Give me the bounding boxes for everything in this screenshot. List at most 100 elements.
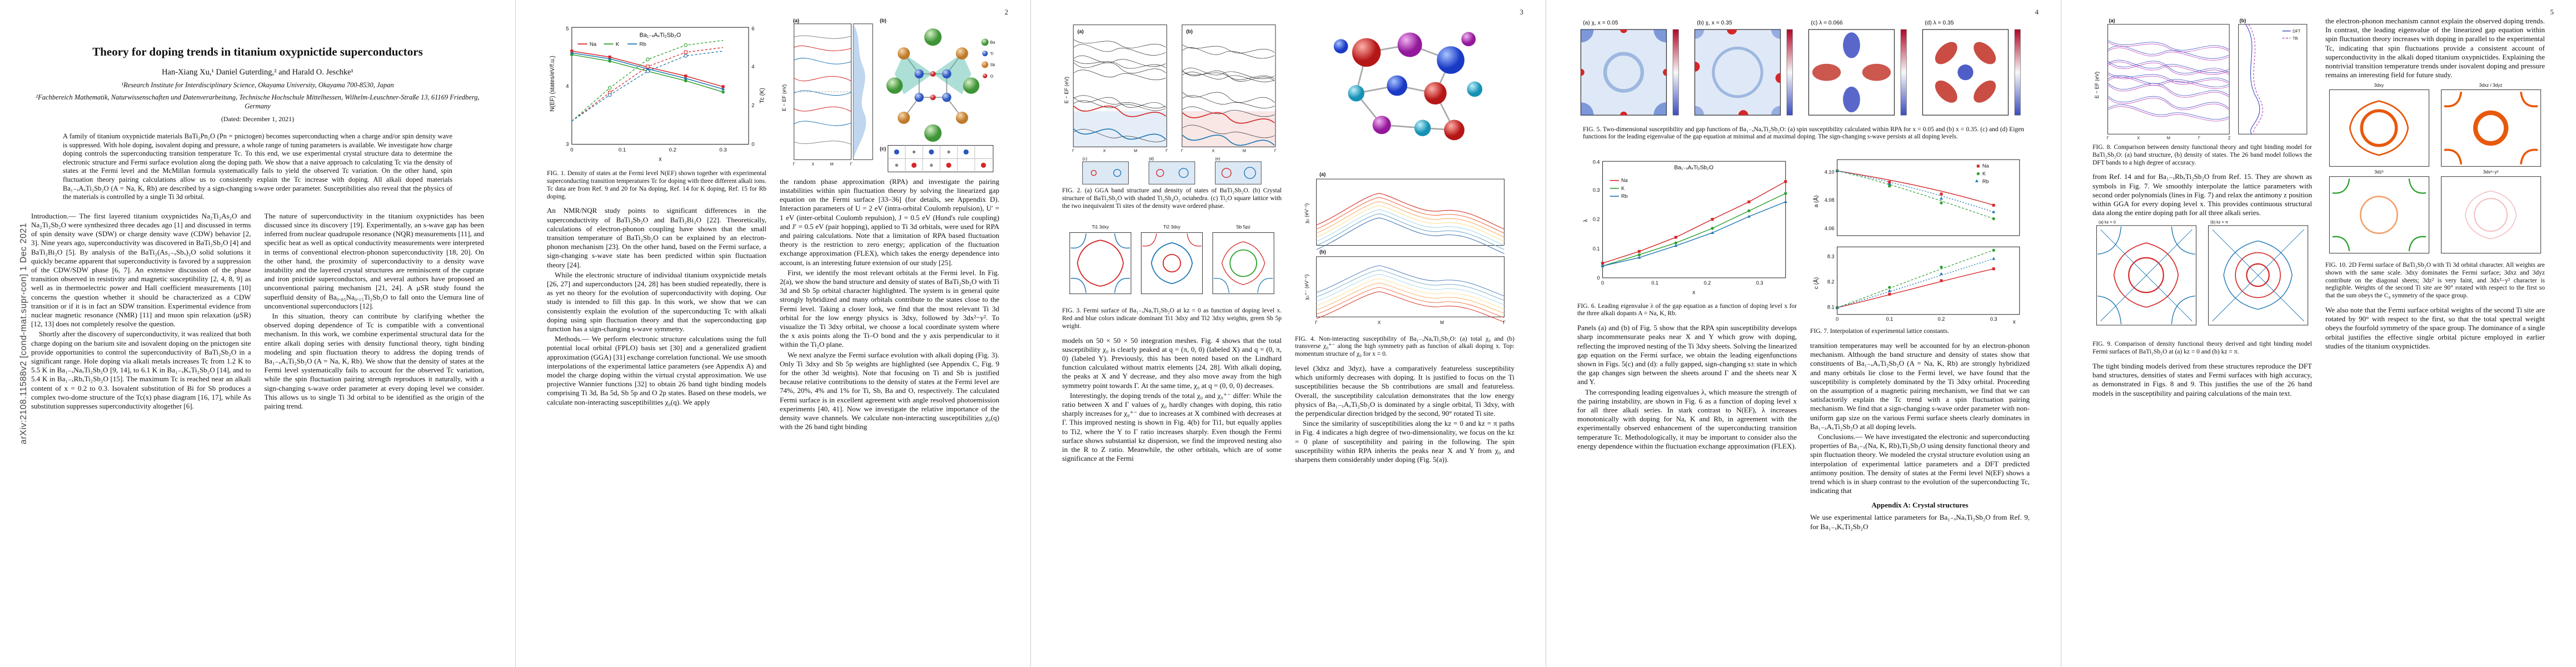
- panel-label: (b): [1319, 249, 1326, 255]
- tick-label: X: [1103, 148, 1106, 153]
- tick-label: 0.2: [1704, 280, 1711, 286]
- fig3-panel-2: [1140, 232, 1203, 294]
- figure-10: 3dxy 3dxz / 3dyz: [2325, 81, 2545, 260]
- tick-label: M: [1243, 148, 1246, 153]
- tick-label: 0: [1597, 275, 1600, 281]
- fig1-caption: FIG. 1. Density of states at the Fermi l…: [547, 170, 766, 200]
- body-paragraph: transition temperatures may well be acco…: [1810, 341, 2030, 431]
- body-paragraph: First, we identify the most relevant orb…: [780, 268, 999, 349]
- fig3-header: Ti1 3dxy: [1092, 225, 1109, 230]
- panel-label: (c): [1083, 156, 1088, 161]
- fig4-panel-b-curves: [1316, 265, 1505, 322]
- fig1-ylabel: N(EF) (states/eV/f.u.): [549, 56, 556, 112]
- fig10-panel-b: [2444, 92, 2538, 165]
- page-5-content: (a): [2061, 0, 2576, 667]
- page-2-col-left: Ba₁₋ₓAₓTi₂Sb₂O 3 4 5 0 2 4 6 0: [547, 17, 766, 432]
- tick-label: 0: [1601, 280, 1604, 286]
- fig2-bandstructure-panels: (a) Γ: [1064, 24, 1277, 185]
- fig7-xlabel: x: [2013, 319, 2016, 325]
- tick-label: 0.1: [1886, 316, 1893, 322]
- panel-label: (a) kz = 0: [2099, 220, 2116, 225]
- fig5-caption: FIG. 5. Two-dimensional susceptibility a…: [1583, 126, 2024, 141]
- tick-label: Γ: [1165, 148, 1168, 153]
- fig10-panel-a: [2349, 100, 2409, 156]
- body-paragraph: We use experimental lattice parameters f…: [1810, 513, 2030, 531]
- tick-label: X: [1378, 320, 1381, 325]
- tick-label: 3: [566, 142, 569, 148]
- panel-label: (b): [2240, 18, 2246, 23]
- figure-7: 4.06 4.08 4.10 a (Å) Na: [1810, 151, 2030, 326]
- figure-3: Ti1 3dxy Ti2 3dxy Sb 5pz: [1062, 216, 1282, 306]
- body-paragraph: While the electronic structure of indivi…: [547, 270, 766, 334]
- page-1-col-right: The nature of superconductivity in the t…: [265, 212, 485, 412]
- fig4-momentum-structure: [1333, 32, 1483, 141]
- tick-label: Γ: [850, 161, 853, 166]
- legend-label: K: [616, 41, 620, 47]
- tick-label: 0.3: [1756, 280, 1763, 286]
- tick-label: 8.1: [1827, 305, 1835, 310]
- tick-label: 4: [751, 64, 755, 70]
- fig1-tc-markers: [607, 43, 688, 97]
- body-paragraph: the electron-phonon mechanism cannot exp…: [2325, 17, 2545, 79]
- body-paragraph: Methods.— We perform electronic structur…: [547, 335, 766, 406]
- fig5-panel-d: (d) λ = 0.35: [1922, 20, 2021, 116]
- fig4-caption: FIG. 4. Non-interacting susceptibility o…: [1295, 335, 1514, 358]
- fig6-xlabel: x: [1692, 290, 1695, 296]
- tick-label: M: [2167, 135, 2170, 140]
- legend-label: O: [990, 73, 993, 78]
- panel-label: (a): [1319, 172, 1326, 177]
- tick-label: 2: [751, 102, 754, 108]
- figure-2-artwork: (a): [780, 17, 999, 175]
- body-paragraph: The tight binding models derived from th…: [2092, 361, 2312, 397]
- body-paragraph: We next analyze the Fermi surface evolut…: [780, 350, 999, 431]
- fig3-panel-3: [1212, 232, 1274, 294]
- fig3-panel-1: [1069, 232, 1132, 294]
- body-paragraph: Introduction.— The first layered titaniu…: [31, 211, 251, 328]
- fig10-panel-c: [2332, 178, 2426, 252]
- body-paragraph: The nature of superconductivity in the t…: [264, 211, 485, 310]
- legend-label: Rb: [1982, 179, 1989, 185]
- body-paragraph: models on 50 × 50 × 50 integration meshe…: [1062, 336, 1282, 390]
- fig6-ylabel: λ: [1583, 220, 1589, 222]
- page-1: arXiv:2108.11588v2 [cond-mat.supr-con] 1…: [0, 0, 515, 667]
- page-1-col-left: Introduction.— The first layered titaniu…: [31, 212, 251, 412]
- tick-label: 4.08: [1825, 197, 1835, 203]
- fig2-caption: FIG. 2. (a) GGA band structure and densi…: [1062, 187, 1282, 210]
- fig5-panel-a: (a) χ, x = 0.05: [1580, 20, 1679, 116]
- appendix-a-heading: Appendix A: Crystal structures: [1871, 501, 1969, 510]
- figure-8: (a): [2092, 17, 2312, 142]
- page-2-col-right: (a): [780, 17, 999, 432]
- legend-label: Na: [590, 41, 597, 47]
- paper-authors: Han-Xiang Xu,¹ Daniel Guterding,² and Ha…: [162, 68, 353, 77]
- tick-label: 8.2: [1827, 279, 1835, 285]
- tick-label: Γ: [1072, 148, 1074, 153]
- fig5b-pattern: [1695, 29, 1781, 116]
- page-number: 5: [2550, 8, 2554, 16]
- tick-label: Γ: [1503, 320, 1506, 325]
- page-5: 5 (a): [2061, 0, 2576, 667]
- page-5-col-left: (a): [2092, 17, 2312, 399]
- legend-label: TB: [2293, 36, 2298, 41]
- fig6-title: Ba₁₋ₓAₓTi₂Sb₂O: [1674, 165, 1713, 171]
- page-4-col-right: 4.06 4.08 4.10 a (Å) Na: [1810, 151, 2030, 532]
- fig6-legend: Na K Rb: [1610, 178, 1628, 199]
- fig2b-atoms: [886, 28, 980, 142]
- fig1-xlabel: x: [659, 156, 662, 162]
- figure-5: (a) χ, x = 0.05 (b) χ, x = 0.35: [1577, 17, 2030, 124]
- fig9-caption: FIG. 9. Comparison of density functional…: [2092, 341, 2312, 356]
- fig9-panel-b: [2212, 230, 2304, 322]
- tick-label: 0.3: [719, 147, 726, 153]
- figure-4: (a): [1295, 17, 1514, 334]
- paper-title: Theory for doping trends in titanium oxy…: [92, 45, 423, 58]
- fig6-caption: FIG. 6. Leading eigenvalue λ of the gap …: [1577, 302, 1797, 317]
- panel-label: (a): [793, 18, 799, 23]
- tick-label: 0: [570, 147, 573, 153]
- page-2: 2 Ba₁₋ₓAₓTi₂Sb₂O 3 4 5 0 2: [515, 0, 1030, 667]
- fig2c-lattice: [888, 145, 994, 172]
- fig2-bands-structure: (a): [781, 18, 995, 172]
- body-paragraph: the random phase approximation (RPA) and…: [780, 177, 999, 267]
- fig8-caption: FIG. 8. Comparison between density funct…: [2092, 144, 2312, 166]
- fig2a-bands: [794, 35, 851, 145]
- tick-label: M: [1134, 148, 1137, 153]
- legend-label: Sb: [990, 62, 995, 67]
